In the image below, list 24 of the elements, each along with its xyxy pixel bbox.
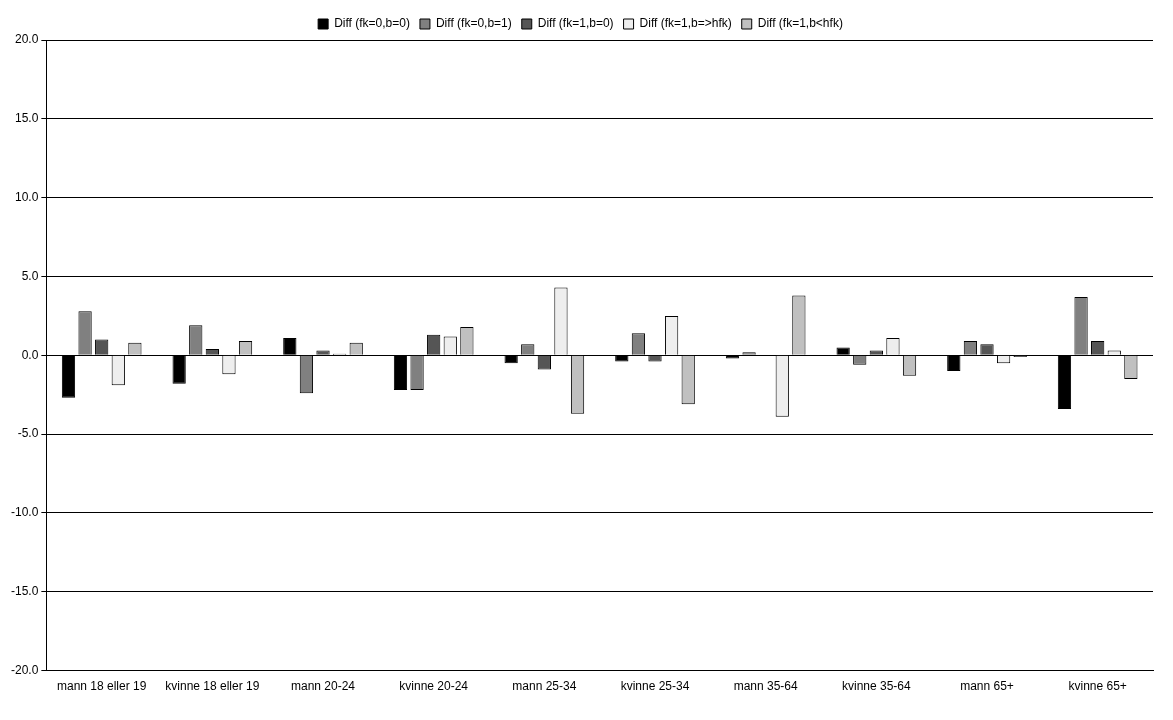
y-tick-label: -10.0: [10, 505, 39, 520]
legend-label: Diff (fk=1,b=>hfk): [639, 16, 732, 31]
x-tick-label: kvinne 18 eller 19: [165, 679, 260, 694]
x-tick-label: mann 25-34: [512, 679, 577, 694]
x-tick-label: kvinne 65+: [1068, 679, 1127, 694]
x-tick-label: mann 35-64: [733, 679, 799, 694]
x-tick-label: kvinne 20-24: [399, 679, 469, 694]
x-tick-label: kvinne 25-34: [620, 679, 690, 694]
x-tick-label: kvinne 35-64: [841, 679, 912, 694]
x-tick-label: mann 20-24: [290, 679, 356, 694]
y-tick-label: 20.0: [14, 32, 39, 47]
y-tick-label: 10.0: [14, 189, 39, 204]
legend-label: Diff (fk=1,b<hfk): [757, 16, 843, 31]
y-tick-label: 0.0: [21, 347, 39, 362]
legend-label: Diff (fk=1,b=0): [537, 16, 614, 31]
legend-label: Diff (fk=0,b=0): [334, 16, 410, 31]
y-tick-label: -5.0: [17, 426, 39, 441]
y-tick-label: 5.0: [21, 268, 39, 283]
y-tick-label: -15.0: [10, 584, 39, 599]
y-tick-label: -20.0: [10, 662, 39, 677]
legend-label: Diff (fk=0,b=1): [435, 16, 512, 31]
y-tick-label: 15.0: [14, 111, 39, 126]
x-tick-label: mann 65+: [960, 679, 1014, 694]
x-tick-label: mann 18 eller 19: [56, 679, 147, 694]
